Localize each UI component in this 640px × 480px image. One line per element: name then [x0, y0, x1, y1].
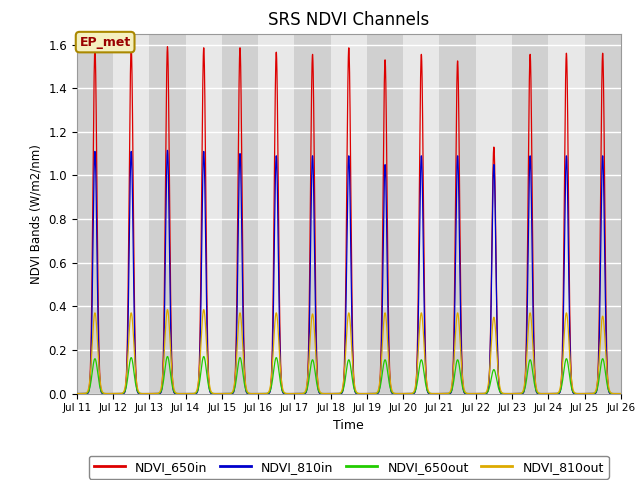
Y-axis label: NDVI Bands (W/m2/nm): NDVI Bands (W/m2/nm): [30, 144, 43, 284]
Bar: [113, 34, 149, 394]
Bar: [77, 34, 113, 394]
Bar: [476, 34, 512, 394]
Legend: NDVI_650in, NDVI_810in, NDVI_650out, NDVI_810out: NDVI_650in, NDVI_810in, NDVI_650out, NDV…: [89, 456, 609, 479]
Bar: [584, 34, 621, 394]
Bar: [512, 34, 548, 394]
Bar: [403, 34, 440, 394]
Bar: [186, 34, 222, 394]
Bar: [367, 34, 403, 394]
Title: SRS NDVI Channels: SRS NDVI Channels: [268, 11, 429, 29]
Bar: [548, 34, 584, 394]
Bar: [294, 34, 331, 394]
Text: EP_met: EP_met: [79, 36, 131, 48]
Bar: [222, 34, 258, 394]
Bar: [258, 34, 294, 394]
Bar: [149, 34, 186, 394]
Bar: [440, 34, 476, 394]
Bar: [331, 34, 367, 394]
X-axis label: Time: Time: [333, 419, 364, 432]
